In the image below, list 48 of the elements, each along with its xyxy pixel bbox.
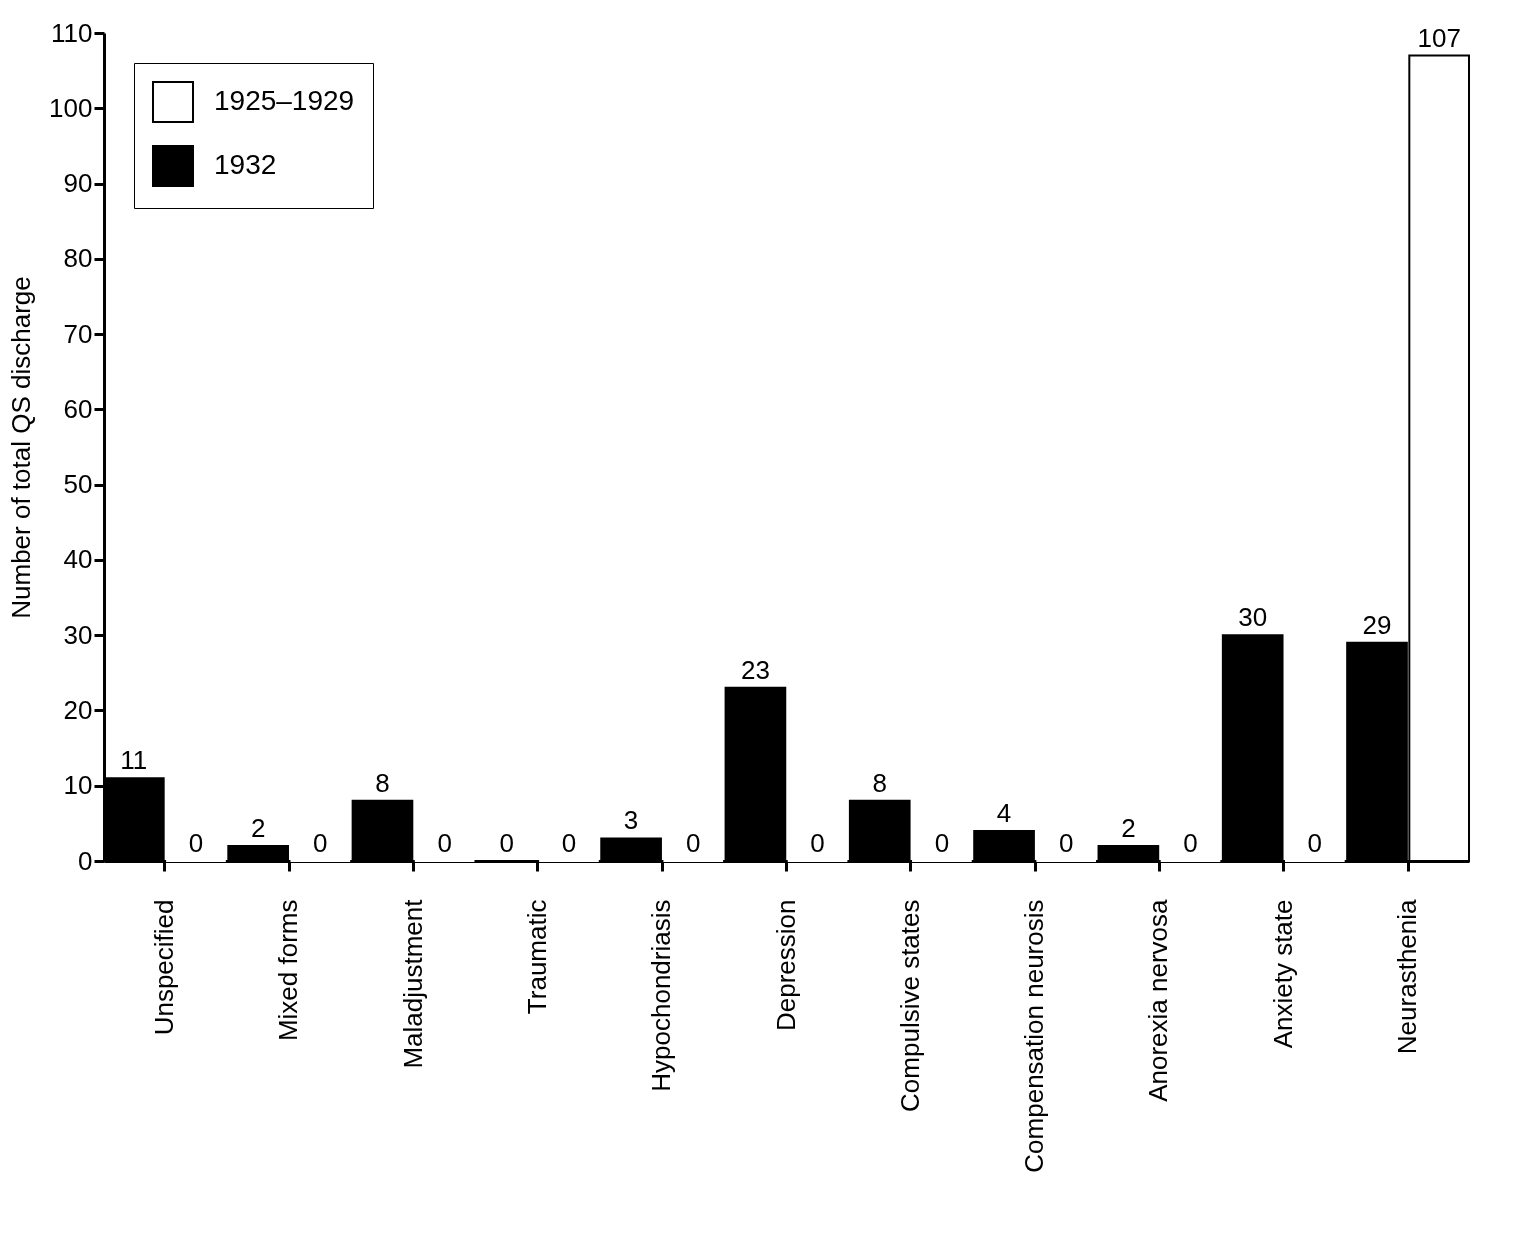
data-label: 11 — [120, 745, 148, 776]
x-tick-label: Anorexia nervosa — [1143, 898, 1174, 1102]
data-label: 0 — [1307, 828, 1323, 858]
y-tick-label: 80 — [63, 243, 93, 274]
data-label: 3 — [623, 805, 639, 836]
data-label: 0 — [810, 828, 825, 858]
legend-label: 1925–1929 — [214, 85, 355, 116]
legend-label: 1932 — [214, 149, 277, 180]
y-axis-title: Number of total QS discharge — [6, 276, 37, 619]
y-tick-label: 50 — [63, 469, 93, 500]
data-label: 0 — [1183, 828, 1198, 858]
data-label: 29 — [1362, 609, 1392, 640]
data-label: 23 — [740, 654, 770, 685]
y-tick-label: 100 — [49, 92, 93, 123]
x-tick-label: Unspecified — [148, 899, 179, 1036]
data-label: 8 — [375, 767, 390, 798]
y-tick-label: 10 — [63, 770, 93, 801]
data-label: 0 — [313, 828, 328, 858]
y-tick-label: 30 — [63, 619, 93, 650]
y-tick-label: 110 — [51, 17, 93, 48]
y-tick-label: 90 — [63, 168, 93, 199]
y-tick-label: 70 — [63, 318, 93, 349]
data-label: 2 — [1121, 812, 1136, 843]
x-tick-label: Traumatic — [521, 899, 552, 1015]
data-label: 4 — [996, 797, 1012, 828]
y-tick-label: 40 — [63, 544, 93, 575]
data-label: 0 — [686, 828, 701, 858]
data-label: 2 — [250, 812, 266, 843]
x-tick-label: Hypochondriasis — [646, 899, 677, 1092]
data-label: 0 — [188, 828, 204, 858]
data-label: 30 — [1238, 602, 1268, 633]
x-tick-label: Compulsive states — [894, 899, 925, 1112]
data-label: 0 — [1058, 828, 1074, 858]
data-label: 0 — [934, 828, 950, 858]
data-label: 107 — [1417, 22, 1461, 53]
data-label: 0 — [561, 828, 577, 858]
data-label: 8 — [872, 767, 887, 798]
x-tick-label: Maladjustment — [397, 898, 428, 1069]
data-label: 0 — [437, 828, 452, 858]
y-tick-label: 60 — [63, 393, 93, 424]
data-label: 0 — [499, 828, 515, 858]
x-tick-label: Anxiety state — [1267, 899, 1298, 1049]
y-tick-label: 20 — [63, 694, 93, 725]
x-tick-label: Mixed forms — [273, 899, 304, 1042]
x-tick-label: Compensation neurosis — [1019, 899, 1050, 1173]
x-tick-label: Depression — [770, 899, 801, 1032]
x-tick-label: Neurasthenia — [1392, 898, 1423, 1055]
y-tick-label: 0 — [78, 845, 93, 876]
